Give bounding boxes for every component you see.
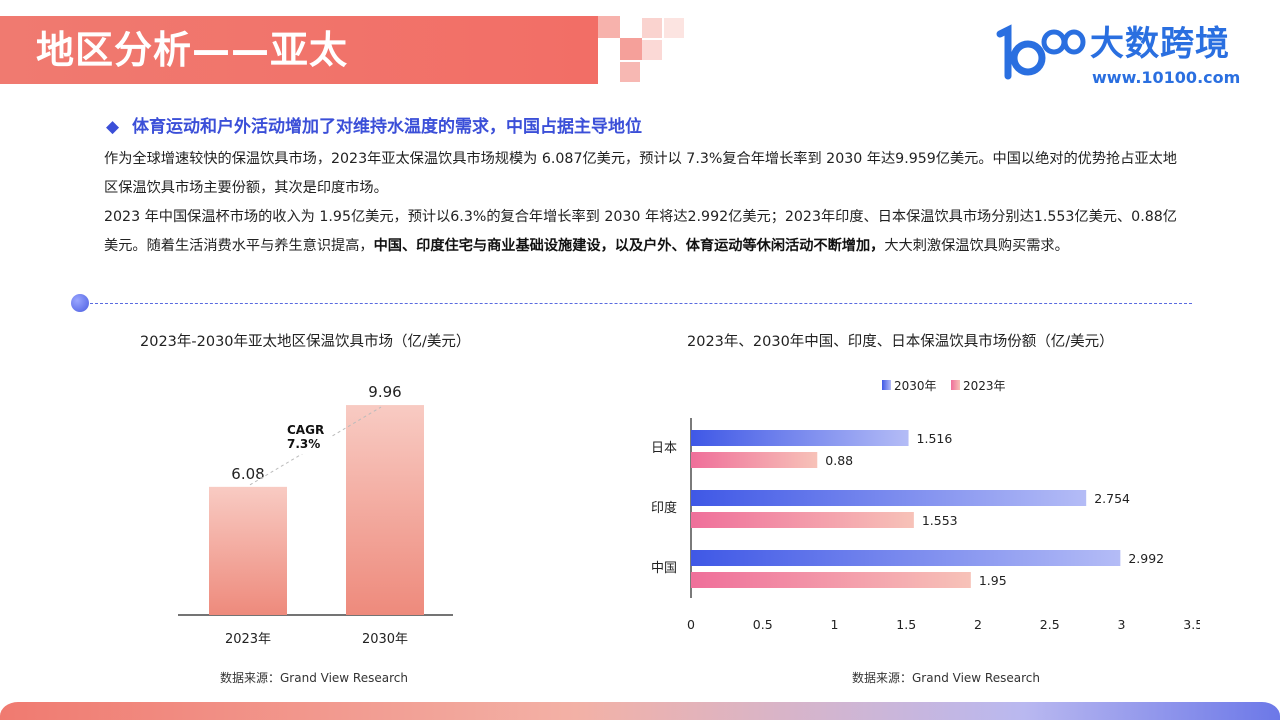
chart1-title: 2023年-2030年亚太地区保温饮具市场（亿/美元） [140, 334, 471, 350]
intro-paragraph-2-text: 2023 年中国保温杯市场的收入为 1.95亿美元，预计以6.3%的复合年增长率… [104, 209, 1177, 254]
intro-paragraph-2-end: 大大刺激保温饮具购买需求。 [884, 238, 1069, 254]
chart2-bar [691, 512, 914, 528]
title-banner [0, 16, 598, 84]
chart2-x-tick-label: 3.5 [1183, 617, 1200, 632]
chart2-data-label: 2.754 [1094, 491, 1130, 506]
chart1-x-tick-label: 2023年 [225, 632, 271, 647]
chart1-bar [346, 405, 424, 615]
chart2-source: 数据来源：Grand View Research [852, 671, 1040, 685]
chart2-bar [691, 550, 1121, 566]
chart2-y-tick-label: 印度 [651, 500, 677, 516]
intro-paragraph-2: 2023 年中国保温杯市场的收入为 1.95亿美元，预计以6.3%的复合年增长率… [104, 203, 1184, 261]
chart2-bar [691, 490, 1087, 506]
chart1-cagr-label: CAGR [287, 423, 324, 437]
intro-paragraph-1: 作为全球增速较快的保温饮具市场，2023年亚太保温饮具市场规模为 6.087亿美… [104, 151, 1177, 196]
chart2-x-tick-label: 3 [1118, 617, 1126, 632]
intro-paragraph-2-bold: 中国、印度住宅与商业基础设施建设，以及户外、体育运动等休闲活动不断增加， [373, 238, 885, 254]
logo-mark-icon [996, 24, 1086, 80]
chart2-data-label: 1.95 [979, 573, 1007, 588]
decor-square [620, 62, 640, 82]
brand-logo: 大数跨境 www.10100.com [994, 22, 1254, 92]
chart2-x-tick-label: 1.5 [896, 617, 916, 632]
page-title: 地区分析——亚太 [36, 28, 349, 72]
chart1-bar [209, 486, 287, 615]
chart1-cagr-bg [280, 420, 330, 454]
chart2-legend-label: 2023年 [963, 379, 1006, 393]
chart2-data-label: 2.992 [1128, 551, 1164, 566]
decor-square [620, 38, 642, 60]
chart1-cagr-value: 7.3% [287, 437, 320, 451]
logo-brand-text: 大数跨境 [1090, 24, 1230, 64]
diamond-bullet-icon: ◆ [106, 117, 120, 137]
decor-square [598, 16, 620, 38]
logo-url-text: www.10100.com [1092, 68, 1241, 87]
chart2-title: 2023年、2030年中国、印度、日本保温饮具市场份额（亿/美元） [687, 334, 1114, 350]
chart2-data-label: 1.516 [917, 431, 953, 446]
chart2-y-tick-label: 中国 [651, 561, 677, 576]
chart1-data-label: 9.96 [368, 383, 401, 401]
chart2-x-tick-label: 2 [974, 617, 982, 632]
decor-square [664, 18, 684, 38]
decor-square [642, 40, 662, 60]
chart1-x-tick-label: 2030年 [362, 632, 408, 647]
chart2-x-tick-label: 1 [831, 617, 839, 632]
chart2-bar [691, 572, 971, 588]
chart2-bar [691, 430, 909, 446]
chart2-x-tick-label: 0 [687, 617, 695, 632]
chart2-data-label: 1.553 [922, 513, 958, 528]
divider-dot [71, 294, 89, 312]
chart2-bar [691, 452, 818, 468]
section-heading: ◆ 体育运动和户外活动增加了对维持水温度的需求，中国占据主导地位 [106, 114, 642, 140]
footer-bar [0, 702, 1280, 720]
chart1-source: 数据来源：Grand View Research [220, 671, 408, 685]
decor-square [642, 18, 662, 38]
section-heading-text: 体育运动和户外活动增加了对维持水温度的需求，中国占据主导地位 [132, 117, 642, 137]
chart2-y-tick-label: 日本 [651, 441, 677, 456]
chart1-data-label: 6.08 [231, 465, 264, 483]
chart2-legend-swatch [882, 380, 891, 390]
chart2-legend-label: 2030年 [894, 379, 937, 393]
chart2-x-tick-label: 0.5 [753, 617, 773, 632]
chart2-data-label: 0.88 [825, 453, 853, 468]
chart2-x-tick-label: 2.5 [1040, 617, 1060, 632]
chart2-legend-swatch [951, 380, 960, 390]
section-divider [90, 303, 1192, 304]
chart1-cagr-line [249, 406, 382, 486]
